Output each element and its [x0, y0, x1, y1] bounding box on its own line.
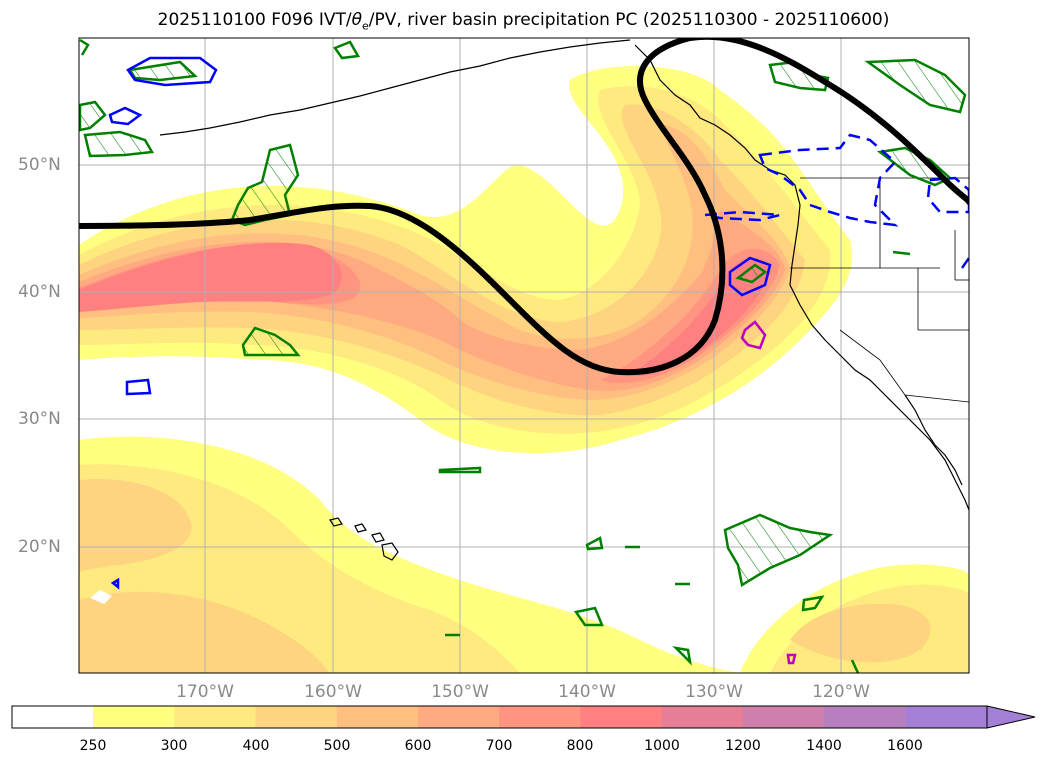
green-hatch-9 — [723, 513, 834, 587]
hawaii-3 — [371, 532, 385, 543]
green-hatch-2 — [79, 100, 155, 158]
colorbar — [11, 705, 1036, 729]
colorbar-label-1000: 1000 — [644, 738, 680, 754]
green-small-9 — [892, 250, 911, 256]
green-hatch-3 — [230, 143, 300, 227]
blue-dash-1 — [758, 133, 899, 227]
green-small-11 — [79, 38, 90, 56]
hawaii-4 — [381, 542, 399, 561]
title-suffix: /PV, river basin precipitation PC (20251… — [368, 10, 890, 30]
plot-frame — [78, 37, 970, 674]
bc-coast — [634, 44, 801, 206]
colorbar-box-7 — [580, 706, 663, 728]
colorbar-label-800: 800 — [566, 738, 594, 754]
green-small-12 — [850, 659, 860, 673]
green-small-4 — [573, 606, 604, 627]
lon-label-160w: 160°W — [304, 682, 362, 702]
colorbar-box-0 — [12, 706, 94, 728]
blue-dash-3 — [926, 176, 969, 214]
green-small-2 — [585, 536, 604, 551]
colorbar-label-250: 250 — [79, 738, 107, 754]
lon-label-130w: 130°W — [685, 682, 743, 702]
lat-label-30n: 30°N — [18, 409, 61, 429]
magenta-1 — [740, 320, 767, 350]
ivt-southern-band — [79, 436, 969, 673]
lat-label-50n: 50°N — [18, 155, 61, 175]
grid-lines — [79, 38, 969, 673]
colorbar-box-5 — [418, 706, 500, 728]
hawaii-1 — [329, 517, 343, 527]
precip-extreme-contours — [740, 320, 797, 665]
colorbar-box-1 — [93, 706, 175, 728]
lon-label-120w: 120°W — [812, 682, 870, 702]
blue-1 — [126, 56, 218, 87]
blue-dash-2 — [704, 210, 781, 222]
colorbar-box-11 — [905, 706, 988, 728]
us-west-coast — [789, 204, 969, 511]
green-small-6 — [801, 595, 825, 612]
baja — [904, 394, 963, 486]
pv-contour-line — [79, 38, 969, 376]
magenta-2 — [786, 653, 797, 665]
colorbar-box-2 — [174, 706, 256, 728]
blue-dash-4 — [960, 257, 969, 269]
borders — [790, 177, 969, 403]
blue-3 — [125, 378, 152, 396]
lon-label-140w: 140°W — [558, 682, 616, 702]
blue-4 — [728, 256, 772, 297]
blue-5 — [110, 577, 120, 590]
colorbar-box-4 — [336, 706, 419, 728]
colorbar-label-500: 500 — [323, 738, 351, 754]
green-small-1 — [438, 466, 482, 474]
coastlines — [159, 39, 969, 561]
title-theta: θ — [351, 10, 362, 30]
colorbar-box-8 — [661, 706, 744, 728]
green-small-10 — [333, 40, 361, 60]
colorbar-label-300: 300 — [160, 738, 188, 754]
title-prefix: 2025110100 F096 IVT/ — [157, 10, 352, 30]
lat-label-20n: 20°N — [18, 537, 61, 557]
colorbar-box-3 — [255, 706, 338, 728]
small-white-gap — [90, 590, 112, 604]
precip-positive-contours — [79, 38, 967, 673]
colorbar-boxes — [12, 706, 988, 728]
title-subscript: e — [362, 19, 369, 33]
lon-label-170w: 170°W — [176, 682, 234, 702]
precip-negative-contours — [108, 56, 969, 590]
ivt-band-800 — [79, 242, 772, 376]
colorbar-label-1600: 1600 — [887, 738, 923, 754]
ivt-se-400 — [790, 603, 931, 663]
plot-area — [79, 38, 969, 673]
colorbar-frame — [11, 705, 988, 729]
ivt-south-400 — [79, 479, 192, 572]
colorbar-extend-arrow — [986, 705, 1036, 729]
colorbar-box-10 — [824, 706, 906, 728]
lon-label-150w: 150°W — [431, 682, 489, 702]
green-hatch-4 — [241, 326, 301, 357]
colorbar-label-1200: 1200 — [725, 738, 761, 754]
alaska-coast — [159, 39, 631, 136]
green-hatch-6 — [864, 58, 967, 114]
colorbar-box-6 — [499, 706, 581, 728]
colorbar-label-1400: 1400 — [806, 738, 842, 754]
green-hatch-8 — [735, 263, 768, 284]
colorbar-label-400: 400 — [242, 738, 270, 754]
lat-label-40n: 40°N — [18, 282, 61, 302]
green-small-7 — [672, 646, 692, 666]
colorbar-label-600: 600 — [404, 738, 432, 754]
colorbar-box-9 — [743, 706, 825, 728]
map-title: 2025110100 F096 IVT/θe/PV, river basin p… — [0, 10, 1047, 32]
colorbar-label-700: 700 — [485, 738, 513, 754]
hawaii-2 — [354, 523, 367, 533]
blue-2 — [108, 106, 143, 126]
